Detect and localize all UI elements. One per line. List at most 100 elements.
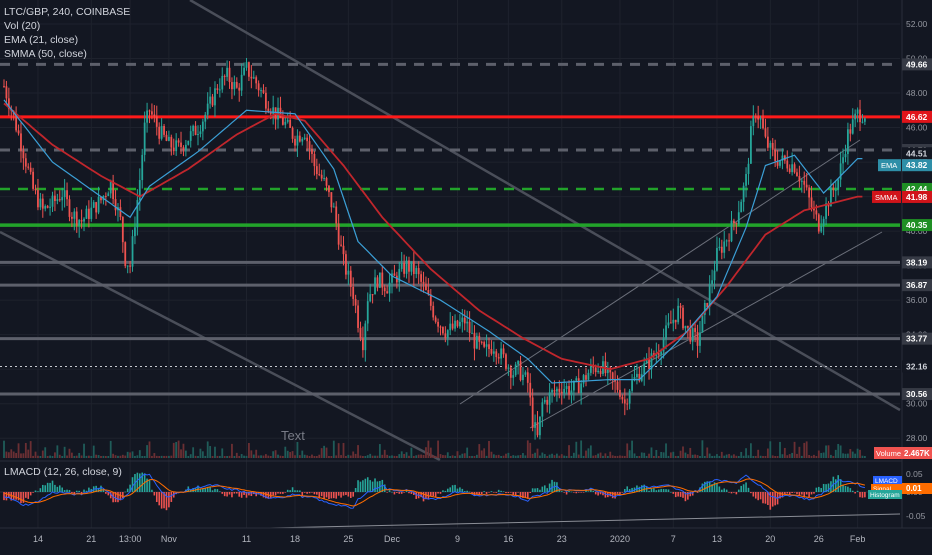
volume-bar (204, 455, 207, 458)
candle-body (536, 422, 539, 436)
volume-bar (75, 455, 78, 458)
volume-bar (20, 453, 22, 458)
volume-badge (902, 447, 932, 459)
macd-histogram-bar (265, 492, 267, 499)
macd-histogram-bar (708, 481, 711, 492)
volume-bar (543, 454, 546, 458)
candle-body (815, 210, 818, 215)
volume-bar (480, 450, 483, 458)
time-tick-label: 25 (343, 534, 353, 544)
macd-histogram-bar (284, 492, 287, 493)
candle-body (859, 109, 861, 123)
macd-histogram-bar (449, 487, 451, 492)
symbol-label[interactable]: LTC/GBP, 240, COINBASE (4, 6, 131, 18)
volume-bar (747, 455, 750, 458)
volume-bar (41, 450, 44, 458)
candle-body (442, 327, 444, 334)
candle-body (796, 172, 798, 177)
macd-histogram-bar (46, 482, 49, 492)
candle-body (769, 142, 772, 148)
smma-indicator-label[interactable]: SMMA (50, close) (4, 48, 87, 60)
candle-body (335, 206, 338, 224)
candle-body (240, 74, 243, 91)
volume-bar (342, 442, 345, 458)
candle-body (582, 375, 585, 384)
macd-histogram-bar (565, 492, 568, 495)
volume-bar (129, 452, 131, 458)
price-tick-label: 40.00 (906, 226, 928, 236)
volume-bar (61, 455, 64, 458)
volume-bar (22, 453, 25, 458)
macd-histogram-bar (805, 492, 808, 495)
macd-histogram-bar (214, 488, 216, 492)
text-annotation[interactable]: Text (281, 428, 305, 443)
macd-histogram-bar (478, 492, 481, 496)
volume-bar (296, 441, 299, 458)
candle-body (842, 157, 844, 164)
volume-bar (623, 455, 626, 458)
volume-bar (686, 454, 689, 458)
volume-bar (267, 455, 270, 458)
macd-histogram-bar (468, 491, 471, 493)
volume-bar (594, 455, 597, 458)
candle-body (514, 364, 517, 376)
macd-histogram-bar (665, 489, 667, 492)
ema-value-label: 43.82 (906, 160, 928, 170)
macd-histogram-bar (226, 492, 228, 497)
candle-body (723, 241, 726, 253)
volume-bar (466, 447, 469, 458)
macd-indicator-label[interactable]: LMACD (12, 26, close, 9) (4, 466, 122, 478)
macd-histogram-bar (434, 492, 437, 497)
candle-body (580, 383, 583, 394)
volume-bar (303, 454, 306, 458)
candle-body (650, 353, 653, 370)
macd-histogram-bar (44, 485, 47, 492)
candle-body (415, 268, 418, 275)
volume-bar (383, 449, 386, 458)
volume-bar (677, 455, 680, 458)
volume-bar (417, 454, 420, 458)
macd-histogram-bar (801, 492, 803, 495)
candle-body (233, 81, 236, 90)
volume-bar (269, 455, 272, 458)
macd-histogram-bar (10, 492, 13, 501)
volume-bar (216, 455, 219, 458)
candle-body (800, 180, 803, 182)
macd-histogram-bar (682, 492, 684, 498)
macd-histogram-bar (32, 492, 34, 493)
volume-indicator-label[interactable]: Vol (20) (4, 20, 41, 32)
volume-bar (817, 450, 820, 458)
candle-body (810, 197, 813, 208)
volume-bar (29, 441, 32, 458)
candle-body (359, 327, 362, 339)
candle-body (606, 367, 609, 374)
horizontal-levels (0, 62, 900, 396)
volume-bar (483, 448, 486, 458)
candle-body (774, 149, 777, 161)
macd-histogram-bar (764, 492, 767, 504)
volume-bar (859, 449, 861, 458)
candle-body (725, 240, 728, 242)
macd-histogram-bar (539, 489, 541, 492)
volume-bar (536, 448, 539, 458)
macd-histogram-bar (859, 492, 861, 498)
macd-histogram-bar (815, 487, 818, 492)
macd-histogram-bar (245, 492, 248, 498)
candle-body (267, 108, 270, 112)
level-badge-label: 42.44 (906, 184, 928, 194)
candle-body (187, 140, 190, 145)
candle-body (393, 273, 396, 276)
candle-body (104, 195, 107, 197)
candle-body (374, 277, 376, 295)
ema-indicator-label[interactable]: EMA (21, close) (4, 34, 79, 46)
candle-body (754, 116, 757, 118)
volume-bar (359, 455, 362, 458)
candle-body (163, 125, 165, 135)
candle-body (223, 75, 226, 77)
candle-body (250, 76, 253, 79)
signal-tag-label: Signal (873, 486, 892, 493)
time-tick-label: 14 (33, 534, 43, 544)
